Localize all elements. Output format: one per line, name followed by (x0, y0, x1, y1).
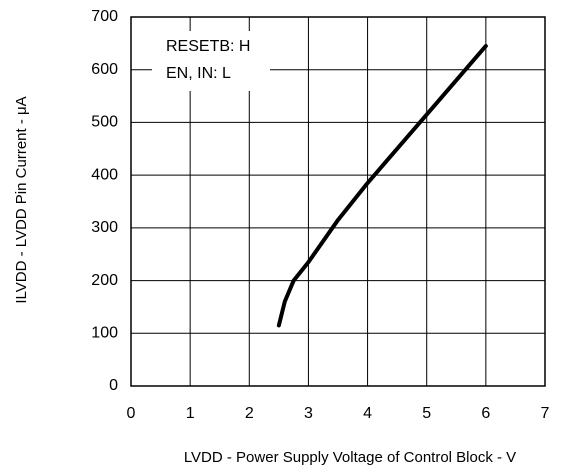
y-tick-label: 600 (91, 61, 118, 78)
x-tick-label: 2 (245, 405, 254, 422)
annotation: EN, IN: L (166, 65, 231, 82)
data-line (276, 43, 488, 328)
x-tick-label: 5 (422, 405, 431, 422)
annotation-box (152, 31, 270, 91)
annotation: RESETB: H (166, 38, 250, 55)
y-tick-label: 300 (91, 219, 118, 236)
x-tick-label: 1 (186, 405, 195, 422)
x-tick-label: 6 (481, 405, 490, 422)
plot-frame (130, 16, 546, 387)
x-tick-label: 0 (127, 405, 136, 422)
x-axis-label: LVDD - Power Supply Voltage of Control B… (184, 449, 516, 466)
x-tick-label: 4 (363, 405, 372, 422)
x-tick-label: 3 (304, 405, 313, 422)
y-tick-label: 200 (91, 272, 118, 289)
y-tick-label: 400 (91, 166, 118, 183)
y-tick-label: 700 (91, 8, 118, 25)
y-tick-label: 100 (91, 325, 118, 342)
y-axis-label: ILVDD - LVDD Pin Current - μA (13, 96, 30, 303)
x-tick-label: 7 (541, 405, 550, 422)
y-tick-label: 0 (109, 377, 118, 394)
y-tick-label: 500 (91, 114, 118, 131)
